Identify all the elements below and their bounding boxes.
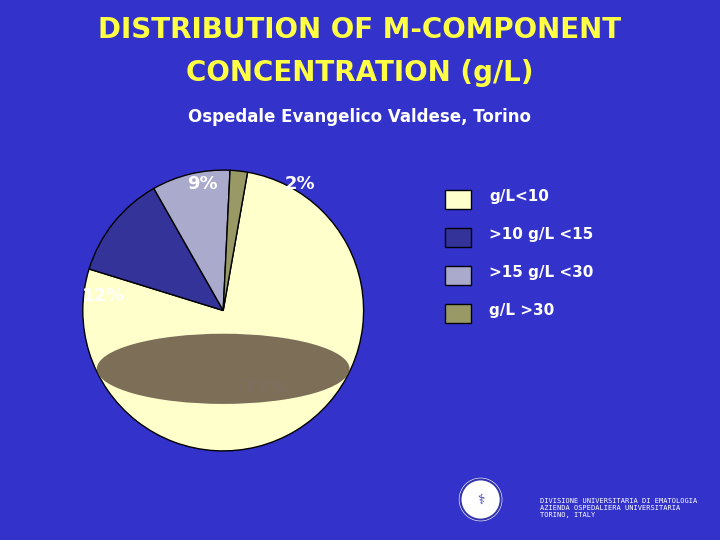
Text: 77%: 77%	[244, 379, 287, 397]
FancyBboxPatch shape	[445, 303, 471, 323]
Text: ⚕: ⚕	[477, 492, 485, 507]
Text: g/L >30: g/L >30	[489, 303, 554, 318]
Text: DISTRIBUTION OF M-COMPONENT: DISTRIBUTION OF M-COMPONENT	[99, 16, 621, 44]
Text: >10 g/L <15: >10 g/L <15	[489, 227, 593, 242]
Circle shape	[459, 478, 502, 521]
Wedge shape	[154, 170, 230, 310]
Wedge shape	[83, 172, 364, 451]
Text: DIVISIONE UNIVERSITARIA DI EMATOLOGIA
AZIENDA OSPEDALIERA UNIVERSITARIA
TORINO, : DIVISIONE UNIVERSITARIA DI EMATOLOGIA AZ…	[540, 497, 697, 518]
Text: g/L<10: g/L<10	[489, 189, 549, 204]
Wedge shape	[223, 170, 248, 310]
Text: Ospedale Evangelico Valdese, Torino: Ospedale Evangelico Valdese, Torino	[189, 108, 531, 126]
FancyBboxPatch shape	[445, 190, 471, 208]
FancyBboxPatch shape	[445, 228, 471, 247]
Text: 12%: 12%	[82, 287, 125, 306]
Text: 9%: 9%	[186, 175, 217, 193]
Wedge shape	[89, 188, 223, 310]
FancyBboxPatch shape	[445, 266, 471, 285]
Text: CONCENTRATION (g/L): CONCENTRATION (g/L)	[186, 59, 534, 87]
Ellipse shape	[97, 334, 350, 404]
Text: >15 g/L <30: >15 g/L <30	[489, 265, 593, 280]
Text: 2%: 2%	[285, 175, 316, 193]
